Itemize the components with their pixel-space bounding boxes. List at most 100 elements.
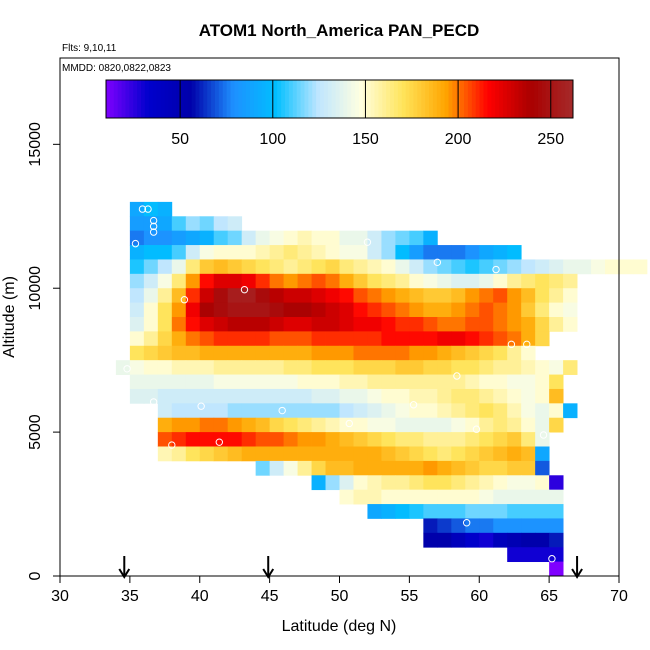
heatmap-cell bbox=[283, 460, 298, 476]
heatmap-cell bbox=[479, 388, 494, 404]
heatmap-cell bbox=[507, 460, 522, 476]
heatmap-cell bbox=[493, 331, 508, 347]
colorbar-segment bbox=[265, 80, 270, 118]
colorbar-segment bbox=[199, 80, 204, 118]
heatmap-cell bbox=[157, 331, 173, 347]
heatmap-cell bbox=[367, 331, 382, 347]
heatmap-cell bbox=[409, 403, 424, 419]
heatmap-cell bbox=[171, 331, 187, 347]
heatmap-cell bbox=[381, 273, 396, 289]
heatmap-cell bbox=[619, 259, 634, 275]
heatmap-cell bbox=[157, 245, 173, 260]
heatmap-cell bbox=[521, 446, 536, 462]
heatmap-cell bbox=[437, 460, 452, 476]
heatmap-cell bbox=[535, 518, 550, 534]
dates-note: MMDD: 0820,0822,0823 bbox=[62, 63, 171, 74]
flight-point bbox=[552, 458, 560, 467]
heatmap-cell bbox=[157, 230, 173, 246]
heatmap-cell bbox=[437, 403, 452, 419]
heatmap-cell bbox=[521, 331, 536, 347]
heatmap-cell bbox=[521, 288, 536, 304]
colorbar-segment bbox=[144, 80, 150, 118]
heatmap-cell bbox=[437, 317, 452, 332]
heatmap-cell bbox=[283, 230, 298, 246]
heatmap-cell bbox=[157, 446, 173, 462]
heatmap-cell bbox=[213, 360, 229, 375]
heatmap-cell bbox=[227, 302, 243, 318]
flight-point bbox=[149, 222, 158, 231]
heatmap-cell bbox=[171, 273, 187, 289]
heatmap-cell bbox=[255, 360, 271, 375]
heatmap-cell bbox=[297, 273, 312, 289]
heatmap-cell bbox=[423, 317, 438, 332]
x-tick-label: 50 bbox=[331, 588, 349, 605]
heatmap-cell bbox=[381, 446, 396, 462]
heatmap-cell bbox=[521, 360, 536, 375]
heatmap-cell bbox=[297, 230, 312, 246]
heatmap-cell bbox=[171, 317, 187, 332]
heatmap-cell bbox=[157, 345, 173, 361]
heatmap-cell bbox=[465, 432, 480, 447]
heatmap-cell bbox=[591, 259, 606, 275]
heatmap-cell bbox=[353, 475, 368, 491]
heatmap-cell bbox=[549, 317, 564, 332]
heatmap-cell bbox=[409, 259, 424, 275]
colorbar-segment bbox=[429, 80, 434, 118]
heatmap-cell bbox=[493, 504, 508, 519]
colorbar-segment bbox=[316, 80, 321, 118]
heatmap-cell bbox=[535, 446, 550, 462]
colorbar-segment bbox=[234, 80, 239, 118]
heatmap-cell bbox=[227, 374, 243, 390]
heatmap-cell bbox=[171, 288, 187, 304]
heatmap-cell bbox=[199, 360, 215, 375]
heatmap-cell bbox=[367, 432, 382, 447]
heatmap-cell bbox=[479, 446, 494, 462]
heatmap-cell bbox=[395, 388, 410, 404]
heatmap-cell bbox=[325, 331, 340, 347]
heatmap-cell bbox=[465, 388, 480, 404]
heatmap-cell bbox=[451, 460, 466, 476]
colorbar-segment bbox=[269, 80, 274, 118]
heatmap-cell bbox=[549, 518, 564, 534]
heatmap-cell bbox=[157, 259, 173, 275]
colorbar-segment bbox=[370, 80, 376, 118]
heatmap-cell bbox=[241, 259, 257, 275]
heatmap-cell bbox=[129, 360, 145, 375]
heatmap-cell bbox=[283, 360, 298, 375]
heatmap-cell bbox=[255, 317, 271, 332]
heatmap-cell bbox=[157, 417, 173, 433]
heatmap-cell bbox=[185, 216, 201, 232]
heatmap-cell bbox=[521, 259, 536, 275]
colorbar-segment bbox=[246, 80, 251, 118]
heatmap-cell bbox=[423, 432, 438, 447]
heatmap-cell bbox=[465, 302, 480, 318]
heatmap-cell bbox=[213, 288, 229, 304]
heatmap-cell bbox=[367, 446, 382, 462]
flight-point bbox=[123, 365, 131, 373]
heatmap-cell bbox=[171, 302, 187, 318]
colorbar-segment bbox=[483, 80, 488, 118]
heatmap-cell bbox=[423, 532, 438, 548]
heatmap-cell bbox=[493, 532, 508, 548]
colorbar-segment bbox=[440, 80, 446, 118]
heatmap-cell bbox=[339, 475, 354, 491]
heatmap-cell bbox=[311, 331, 326, 347]
heatmap-cell bbox=[479, 417, 494, 433]
x-tick-label: 60 bbox=[470, 588, 488, 605]
heatmap-cell bbox=[269, 345, 285, 361]
heatmap-cell bbox=[563, 302, 578, 318]
heatmap-cell bbox=[395, 230, 410, 246]
y-tick-label: 15000 bbox=[27, 122, 44, 167]
heatmap-cell bbox=[423, 460, 438, 476]
heatmap-cell bbox=[437, 432, 452, 447]
heatmap-cell bbox=[325, 273, 340, 289]
heatmap-cell bbox=[311, 273, 326, 289]
heatmap-cell bbox=[255, 288, 271, 304]
colorbar-segment bbox=[522, 80, 527, 118]
flight-point bbox=[492, 265, 500, 274]
colorbar-segment bbox=[308, 80, 313, 118]
heatmap-cell bbox=[395, 245, 410, 260]
heatmap-cell bbox=[143, 302, 159, 318]
heatmap-cell bbox=[521, 518, 536, 534]
heatmap-cell bbox=[297, 360, 312, 375]
